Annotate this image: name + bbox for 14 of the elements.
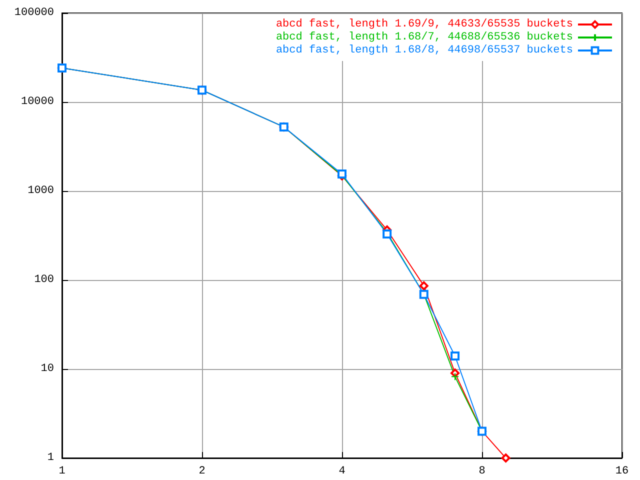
- y-tick-label: 100: [34, 274, 54, 286]
- x-tick-label: 8: [478, 466, 486, 478]
- x-tick-label: 2: [198, 466, 206, 478]
- y-tick-label: 100000: [14, 7, 54, 19]
- x-tick-label: 4: [338, 466, 346, 478]
- y-tick-label: 1: [47, 452, 54, 464]
- y-tick-label: 10000: [20, 96, 54, 108]
- legend-label: abcd fast, length 1.68/7, 44688/65536 buckets: [276, 32, 573, 44]
- y-tick-label: 10: [40, 363, 54, 375]
- legend-label: abcd fast, length 1.68/8, 44698/65537 buckets: [276, 44, 573, 56]
- x-tick-label: 1: [58, 466, 66, 478]
- x-tick-label: 16: [615, 466, 629, 478]
- y-tick-label: 1000: [28, 185, 54, 197]
- legend-label: abcd fast, length 1.69/9, 44633/65535 buckets: [276, 18, 573, 30]
